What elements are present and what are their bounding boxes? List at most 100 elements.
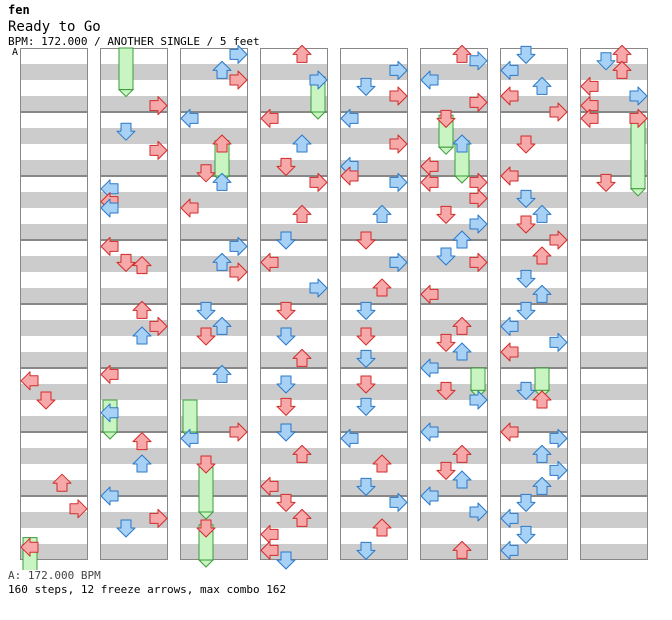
- step-arrow-down: [356, 349, 376, 368]
- beat-stripe: [580, 448, 648, 464]
- step-arrow-down: [356, 301, 376, 320]
- step-arrow-up: [452, 342, 472, 361]
- measure-box: [180, 48, 248, 112]
- step-arrow-down: [196, 327, 216, 346]
- beat-stripe: [260, 320, 328, 336]
- beat-stripe: [340, 192, 408, 208]
- step-arrow-down: [276, 301, 296, 320]
- step-arrow-right: [149, 508, 168, 528]
- measure-box: [500, 48, 568, 112]
- step-arrow-down: [516, 189, 536, 208]
- measure-box: [580, 112, 648, 176]
- beat-stripe: [260, 384, 328, 400]
- beat-stripe: [580, 320, 648, 336]
- step-arrow-down: [116, 122, 136, 141]
- song-title: Ready to Go: [8, 19, 101, 35]
- step-arrow-down: [276, 493, 296, 512]
- step-arrow-up: [532, 76, 552, 95]
- beat-stripe: [260, 128, 328, 144]
- beat-stripe: [580, 384, 648, 400]
- beat-stripe: [100, 128, 168, 144]
- measure-box: [580, 368, 648, 432]
- step-arrow-down: [356, 397, 376, 416]
- beat-stripe: [260, 416, 328, 432]
- step-arrow-down: [116, 519, 136, 538]
- beat-stripe: [580, 416, 648, 432]
- step-arrow-right: [469, 390, 488, 410]
- beat-stripe: [420, 128, 488, 144]
- measure-box: [100, 432, 168, 496]
- step-arrow-down: [436, 333, 456, 352]
- step-arrow-up: [292, 508, 312, 527]
- bpm-footer: A: 172.000 BPM: [8, 569, 101, 582]
- step-arrow-up: [452, 540, 472, 559]
- step-arrow-left: [500, 342, 519, 362]
- step-arrow-up: [532, 444, 552, 463]
- beat-stripe: [180, 480, 248, 496]
- freeze-arrow: [117, 47, 135, 98]
- measure-box: [20, 176, 88, 240]
- step-arrow-left: [100, 403, 119, 423]
- freeze-tail: [197, 559, 215, 568]
- step-arrow-left: [500, 508, 519, 528]
- beat-stripe: [20, 288, 88, 304]
- beat-stripe: [260, 448, 328, 464]
- step-arrow-right: [549, 428, 568, 448]
- step-arrow-down: [596, 52, 616, 71]
- beat-stripe: [180, 224, 248, 240]
- step-arrow-down: [436, 247, 456, 266]
- step-arrow-up: [212, 134, 232, 153]
- step-arrow-up: [132, 454, 152, 473]
- freeze-arrow: [197, 463, 215, 520]
- step-arrow-right: [149, 96, 168, 116]
- beat-stripe: [340, 288, 408, 304]
- measure-box: [500, 368, 568, 432]
- step-arrow-left: [500, 316, 519, 336]
- beat-stripe: [180, 384, 248, 400]
- measure-box: [580, 432, 648, 496]
- step-arrow-right: [309, 172, 328, 192]
- artist-name: fen: [8, 3, 30, 17]
- beat-stripe: [580, 192, 648, 208]
- step-arrow-up: [452, 230, 472, 249]
- bpm-marker: A: [12, 47, 19, 58]
- freeze-tail: [197, 511, 215, 520]
- step-arrow-left: [420, 358, 439, 378]
- step-arrow-down: [116, 253, 136, 272]
- step-arrow-right: [629, 86, 648, 106]
- freeze-tail: [309, 111, 327, 120]
- measure-box: [500, 304, 568, 368]
- measure-box: [100, 368, 168, 432]
- measure-box: [580, 176, 648, 240]
- beat-stripe: [340, 416, 408, 432]
- step-arrow-down: [356, 77, 376, 96]
- step-arrow-left: [100, 236, 119, 256]
- beat-stripe: [20, 128, 88, 144]
- measure-box: [20, 368, 88, 432]
- step-arrow-left: [420, 70, 439, 90]
- beat-stripe: [100, 448, 168, 464]
- beat-stripe: [20, 416, 88, 432]
- beat-stripe: [180, 288, 248, 304]
- measure-box: [100, 112, 168, 176]
- measure-box: [580, 48, 648, 112]
- measure-box: [260, 112, 328, 176]
- beat-stripe: [20, 512, 88, 528]
- step-arrow-down: [356, 231, 376, 250]
- step-arrow-up: [132, 256, 152, 275]
- beat-stripe: [20, 64, 88, 80]
- beat-stripe: [580, 352, 648, 368]
- step-arrow-up: [372, 518, 392, 537]
- column-3: [180, 48, 248, 560]
- step-arrow-right: [469, 188, 488, 208]
- measure-box: [500, 176, 568, 240]
- measure-box: [20, 112, 88, 176]
- step-arrow-up: [212, 316, 232, 335]
- step-arrow-up: [212, 172, 232, 191]
- step-arrow-up: [452, 44, 472, 63]
- step-arrow-up: [132, 300, 152, 319]
- step-arrow-left: [580, 108, 599, 128]
- beat-stripe: [100, 352, 168, 368]
- step-arrow-down: [276, 423, 296, 442]
- measure-box: [580, 304, 648, 368]
